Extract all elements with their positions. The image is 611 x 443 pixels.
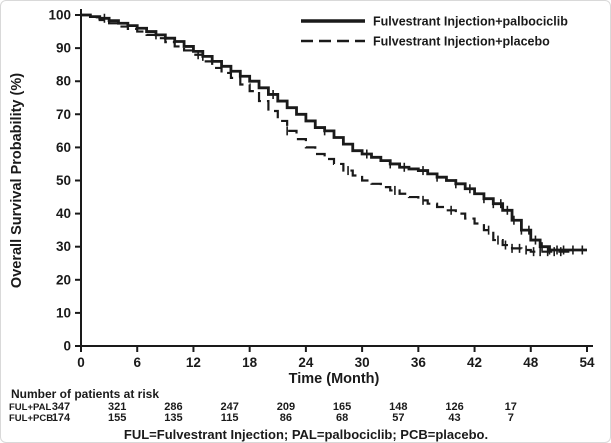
risk-count: 209 bbox=[277, 401, 295, 413]
x-tick-label: 0 bbox=[77, 355, 85, 370]
risk-row-label: FUL+PCB bbox=[9, 413, 53, 424]
x-tick-label: 12 bbox=[186, 355, 201, 370]
risk-count: 126 bbox=[445, 401, 463, 413]
risk-row-label: FUL+PAL bbox=[9, 402, 52, 413]
risk-count: 286 bbox=[164, 401, 182, 413]
x-tick-label: 6 bbox=[133, 355, 141, 370]
x-tick-label: 30 bbox=[355, 355, 370, 370]
risk-count: 43 bbox=[448, 412, 460, 424]
x-axis-title: Time (Month) bbox=[289, 371, 380, 387]
risk-count: 174 bbox=[52, 412, 71, 424]
y-tick-label: 90 bbox=[56, 41, 71, 56]
survival-curve-placebo bbox=[81, 13, 570, 254]
y-tick-label: 70 bbox=[56, 107, 71, 122]
risk-count: 165 bbox=[333, 401, 351, 413]
y-tick-label: 10 bbox=[56, 305, 71, 320]
risk-count: 115 bbox=[221, 412, 239, 424]
x-tick-label: 42 bbox=[467, 355, 482, 370]
y-tick-label: 50 bbox=[56, 173, 71, 188]
survival-curve-palbociclib bbox=[81, 13, 587, 252]
risk-count: 155 bbox=[108, 412, 126, 424]
risk-count: 57 bbox=[392, 412, 404, 424]
y-tick-label: 100 bbox=[48, 8, 71, 23]
x-tick-label: 54 bbox=[579, 355, 595, 370]
risk-count: 7 bbox=[508, 412, 514, 424]
risk-count: 148 bbox=[389, 401, 407, 413]
risk-count: 86 bbox=[280, 412, 292, 424]
y-tick-label: 80 bbox=[56, 74, 71, 89]
x-tick-label: 24 bbox=[298, 355, 314, 370]
figure-footnote: FUL=Fulvestrant Injection; PAL=palbocicl… bbox=[124, 427, 488, 442]
x-tick-label: 18 bbox=[242, 355, 258, 370]
legend-label-palbociclib: Fulvestrant Injection+palbociclib bbox=[373, 15, 568, 29]
risk-count: 135 bbox=[164, 412, 182, 424]
risk-count: 68 bbox=[336, 412, 348, 424]
y-tick-label: 20 bbox=[56, 272, 71, 287]
y-tick-label: 30 bbox=[56, 239, 71, 254]
x-tick-label: 36 bbox=[411, 355, 427, 370]
risk-count: 17 bbox=[505, 401, 517, 413]
legend-label-placebo: Fulvestrant Injection+placebo bbox=[373, 35, 550, 49]
risk-count: 321 bbox=[108, 401, 126, 413]
y-tick-label: 40 bbox=[56, 206, 71, 221]
risk-count: 347 bbox=[52, 401, 70, 413]
x-tick-label: 48 bbox=[523, 355, 539, 370]
y-tick-label: 0 bbox=[63, 339, 71, 354]
risk-count: 247 bbox=[220, 401, 238, 413]
y-tick-label: 60 bbox=[56, 140, 71, 155]
y-axis-title: Overall Survival Probability (%) bbox=[9, 73, 25, 288]
risk-table-header: Number of patients at risk bbox=[11, 387, 159, 401]
